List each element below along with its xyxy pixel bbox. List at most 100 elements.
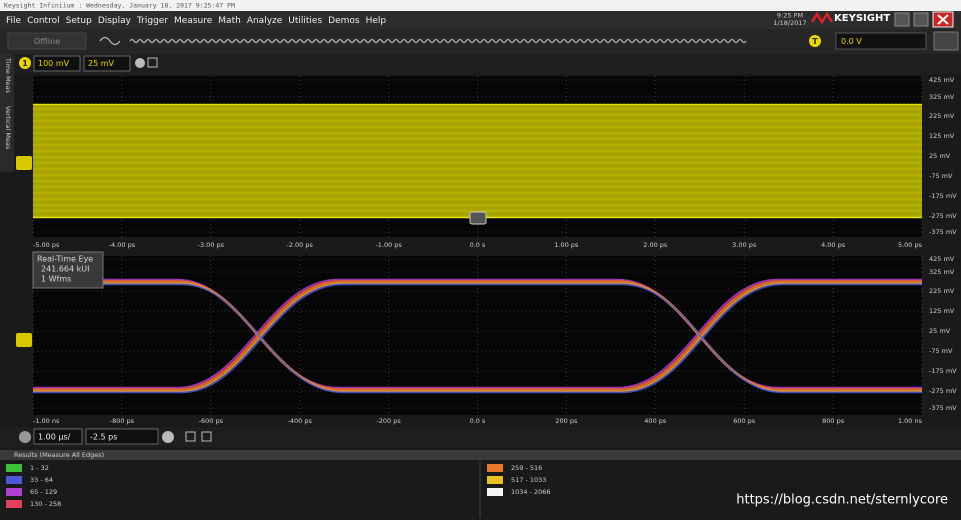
y-axis-label: 25 mV: [929, 327, 951, 335]
side-tab[interactable]: Vertical Meas: [4, 106, 12, 150]
x-axis-label: 3.00 ps: [732, 241, 757, 249]
legend-label: 1034 - 2066: [511, 488, 551, 496]
horizontal-window[interactable]: [201, 431, 212, 442]
channel-marker: [16, 156, 32, 170]
trigger-level-box[interactable]: [835, 32, 927, 50]
channel-window[interactable]: [147, 57, 158, 68]
menu-item[interactable]: Math: [218, 16, 241, 26]
menu-item[interactable]: Measure: [174, 16, 213, 26]
legend-swatch: [487, 476, 503, 484]
horizontal-window[interactable]: [185, 431, 196, 442]
menu-item[interactable]: Demos: [328, 16, 360, 26]
channel-scale-box[interactable]: [33, 55, 81, 72]
y-axis-label: -175 mV: [929, 367, 957, 375]
x-axis-label: 600 ps: [733, 417, 756, 425]
eye-trace: [33, 283, 922, 394]
menu-item[interactable]: Analyze: [247, 16, 283, 26]
brand-logo: [810, 11, 834, 25]
toolbar: [0, 29, 961, 54]
x-axis-label: 0.0 s: [470, 417, 486, 425]
y-axis-label: 125 mV: [929, 307, 955, 315]
x-axis-label: -800 ps: [110, 417, 135, 425]
clock-time: 9:25 PM: [777, 12, 803, 20]
legend-swatch: [6, 500, 22, 508]
y-axis-label: 425 mV: [929, 255, 955, 263]
legend-label: 259 - 516: [511, 464, 542, 472]
minimize-button[interactable]: [894, 12, 910, 27]
y-axis-label: 225 mV: [929, 112, 955, 120]
menu-bar: [0, 11, 961, 29]
brand: KEYSIGHT: [834, 13, 890, 24]
y-axis-label: 325 mV: [929, 93, 955, 101]
horizontal-icon: [19, 431, 31, 443]
x-axis-label: 5.00 ps: [898, 241, 923, 249]
clock-date: 1/18/2017: [773, 19, 806, 27]
horizontal-position-box[interactable]: [85, 428, 159, 445]
legend-swatch: [487, 464, 503, 472]
legend-swatch: [6, 488, 22, 496]
legend-swatch: [6, 464, 22, 472]
channel-number: 1: [22, 59, 28, 68]
menu-item[interactable]: Help: [366, 16, 387, 26]
x-axis-label: 2.00 ps: [643, 241, 668, 249]
x-axis-label: 4.00 ps: [821, 241, 846, 249]
menu-item[interactable]: Utilities: [288, 16, 322, 26]
eye-diagram: [33, 278, 922, 394]
channel-scale: 100 mV: [38, 59, 70, 68]
x-axis-label: -4.00 ps: [109, 241, 136, 249]
x-axis-label: -400 ps: [288, 417, 313, 425]
x-axis-label: 1.00 ns: [898, 417, 923, 425]
side-tab[interactable]: Time Meas: [4, 57, 12, 94]
legend-label: 33 - 64: [30, 476, 53, 484]
acquisition-status: Offline: [34, 37, 60, 46]
trigger-level: 0.0 V: [841, 37, 862, 46]
signal-icon: [99, 36, 747, 46]
menu-item[interactable]: Trigger: [136, 16, 168, 26]
menu-item[interactable]: Display: [98, 16, 132, 26]
menu: File Control Setup Display Trigger Measure Mat…: [6, 16, 386, 26]
x-axis-label: -200 ps: [376, 417, 401, 425]
y-axis-label: 325 mV: [929, 268, 955, 276]
x-axis-label: -2.00 ps: [286, 241, 313, 249]
watermark: https://blog.csdn.net/sternlycore: [736, 493, 948, 508]
y-axis-label: 425 mV: [929, 76, 955, 84]
close-icon: [937, 14, 949, 25]
waveform-texture: [33, 103, 922, 219]
y-axis-label: -75 mV: [929, 347, 953, 355]
channel-marker: [16, 333, 32, 347]
tool-button[interactable]: [933, 31, 959, 51]
trigger-icon-bg: [809, 35, 821, 47]
horizontal-add[interactable]: [162, 431, 174, 443]
eye-info: 1 Wfms: [41, 275, 71, 284]
title-bar: [0, 0, 961, 11]
menu-item[interactable]: File: [6, 16, 22, 26]
maximize-button[interactable]: [913, 12, 929, 27]
horizontal-position: -2.5 ps: [90, 433, 117, 442]
y-axis-label: -375 mV: [929, 404, 957, 412]
upper-axis-labels: -5.00 ps -4.00 ps -3.00 ps -2.00 ps -1.00 ps…: [33, 76, 957, 249]
menu-item[interactable]: Control: [27, 16, 60, 26]
legend-label: 130 - 258: [30, 500, 61, 508]
x-axis-label: -5.00 ps: [33, 241, 60, 249]
results-header: [0, 450, 961, 460]
y-axis-label: 25 mV: [929, 152, 951, 160]
x-axis-label: 0.0 s: [470, 241, 486, 249]
window-title: Keysight Infiniium : Wednesday, January …: [4, 2, 235, 10]
y-axis-label: -275 mV: [929, 387, 957, 395]
channel-offset-box[interactable]: [83, 55, 131, 72]
results-title: Results (Measure All Edges): [14, 451, 104, 459]
channel-add[interactable]: [135, 58, 145, 68]
x-axis-label: 1.00 ps: [554, 241, 579, 249]
y-axis-label: -375 mV: [929, 228, 957, 236]
x-axis-label: 800 ps: [822, 417, 845, 425]
trigger-marker: [469, 211, 487, 225]
y-axis-label: 225 mV: [929, 287, 955, 295]
y-axis-label: -75 mV: [929, 172, 953, 180]
channel-bar: [0, 54, 961, 74]
legend-label: 517 - 1033: [511, 476, 546, 484]
legend-label: 1 - 32: [30, 464, 49, 472]
legend-swatch: [6, 476, 22, 484]
horizontal-scale-box[interactable]: [33, 428, 83, 445]
menu-item[interactable]: Setup: [66, 16, 92, 26]
